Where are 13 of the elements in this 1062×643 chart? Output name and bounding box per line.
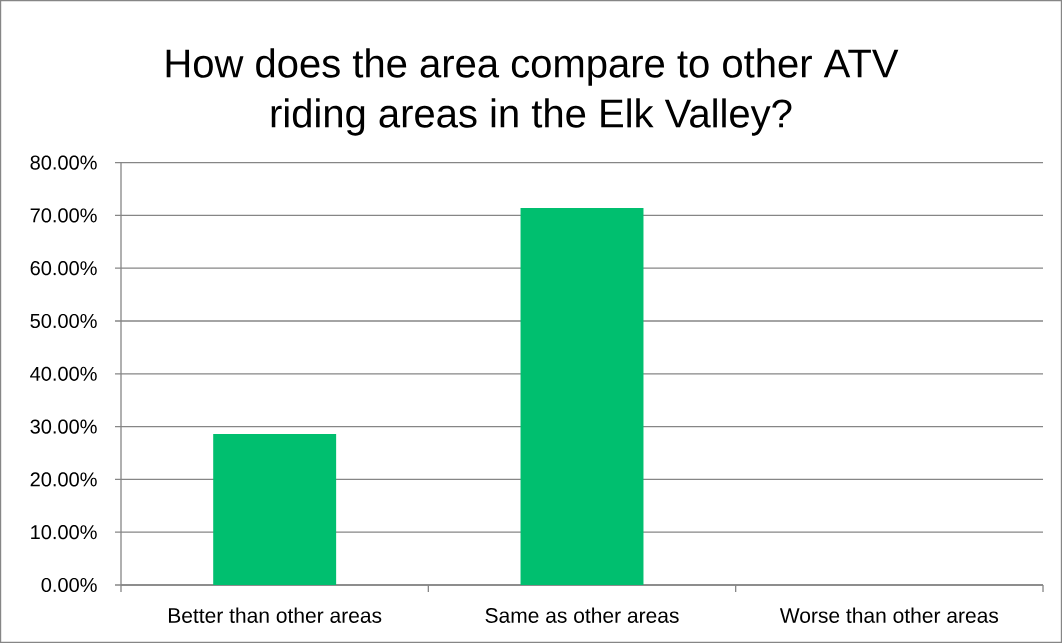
y-tick-label: 40.00% <box>30 366 97 381</box>
y-tick-label: 60.00% <box>30 261 97 276</box>
y-tick-label: 0.00% <box>41 577 97 593</box>
y-tick-label: 10.00% <box>31 525 97 540</box>
y-tick-label: 70.00% <box>30 208 97 223</box>
x-tick-label: Better than other areas <box>168 607 382 623</box>
y-tick-label: 50.00% <box>30 313 97 329</box>
x-tick-label: Same as other areas <box>485 607 679 623</box>
x-tick-label: Worse than other areas <box>779 607 999 623</box>
y-tick-label: 20.00% <box>30 472 97 487</box>
chart-title: How does the area compare to other ATV riding areas in the Elk Valley? <box>166 48 899 136</box>
y-tick-label: 30.00% <box>30 419 97 434</box>
y-tick-label: 80.00% <box>30 155 97 170</box>
